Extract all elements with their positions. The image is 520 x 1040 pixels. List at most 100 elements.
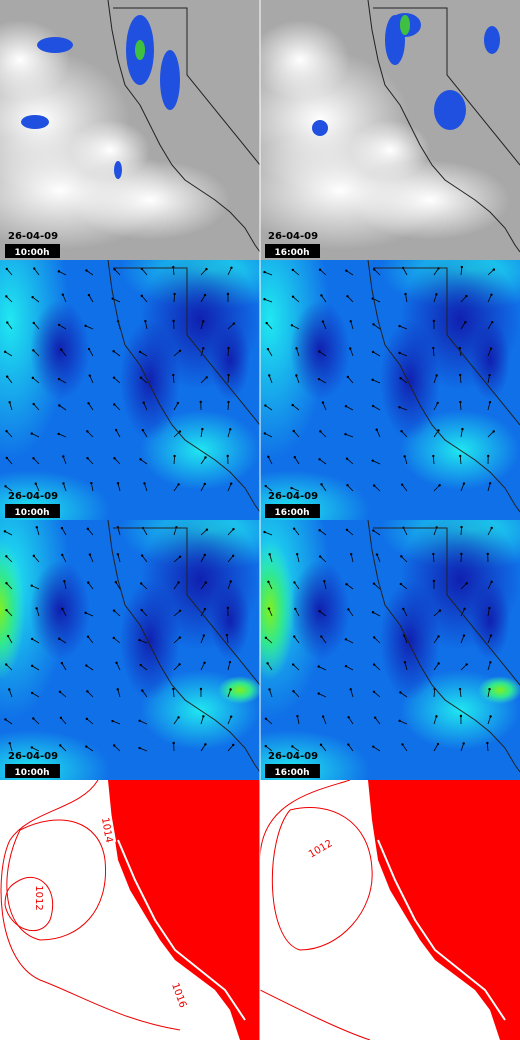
wind-arrow-head [113,267,116,271]
wind-arrow-head [490,580,493,584]
wind-arrow-head [267,580,270,584]
wind-arrow-head [112,636,115,640]
wind-arrow-head [294,607,297,611]
wind-arrow-head [263,530,266,534]
coastline [107,260,260,513]
wind-arrow [323,581,327,590]
wind-arrow [268,581,273,590]
wind-arrow-head [60,526,64,530]
wind-arrow [173,293,175,303]
precip-area [484,26,500,54]
wind-arrow [4,530,13,536]
wind-arrow [113,610,121,617]
map-panel: 26-04-09 10:00h [0,520,260,780]
panel-content [0,260,260,520]
wind-arrow-head [295,374,298,377]
wind-arrow [31,433,40,438]
wind-arrow-head [172,373,175,377]
wind-arrow-head [346,484,349,487]
wind-arrow-head [317,692,320,695]
wind-arrow [6,430,13,438]
wind-arrow [227,716,232,725]
wind-arrow-head [115,661,118,664]
wind-arrow [297,716,300,725]
wind-arrow-head [264,404,267,407]
map-panel: 26-04-09 16:00h [260,520,520,780]
wind-arrow-head [264,636,268,640]
state-border [373,527,520,686]
wind-arrow [227,744,234,752]
wind-arrow-head [373,716,377,719]
wind-arrow-head [400,429,403,433]
wind-arrow-head [290,486,293,490]
wind-arrow-head [398,324,401,328]
wind-arrow [139,639,148,644]
wind-arrow [63,581,67,590]
precip-area [385,15,405,65]
coastline [107,520,260,773]
wind-arrow [487,716,491,725]
wind-arrow [265,745,273,752]
wind-arrow-head [177,581,180,584]
wind-arrow [144,483,148,492]
wind-arrow [33,268,40,276]
wind-arrow-head [202,347,205,350]
wind-arrow [433,268,439,276]
wind-arrow-head [139,663,142,667]
precip-area [434,90,466,130]
wind-arrow [350,554,354,563]
wind-arrow-head [225,633,229,637]
wind-arrow-head [291,268,295,272]
wind-arrow-head [400,555,403,558]
wind-arrow [345,405,354,411]
panel-content: 1012 [260,780,520,1040]
wind-arrow [404,456,408,465]
wind-arrow [87,691,94,698]
wind-arrow-head [202,634,206,637]
wind-arrow [35,483,40,492]
wind-arrow-head [291,403,294,407]
wind-arrow-head [372,484,376,487]
wind-arrow [264,433,273,438]
wind-arrow-head [320,294,323,297]
wind-arrow [320,636,327,644]
wind-arrow [487,269,495,276]
wind-arrow-head [344,405,348,408]
wind-arrow-head [375,428,378,431]
wind-calm [470,320,510,400]
wind-arrow [227,347,229,357]
wind-arrow [88,294,94,303]
wind-arrow-head [462,742,465,745]
wind-arrow-head [143,482,146,485]
wind-arrow [268,608,273,617]
wind-arrow [6,556,13,563]
wind-calm [120,580,180,700]
wind-arrow [114,457,121,465]
wind-arrow-head [399,377,402,380]
wind-arrow-head [227,400,230,404]
wind-arrow [33,322,40,330]
wind-arrow-head [204,743,207,746]
date-label: 26-04-09 [268,231,318,242]
wind-arrow [374,717,381,725]
wind-arrow [31,665,40,671]
wind-arrow [141,268,148,276]
wind-arrow [33,350,40,357]
panel-content [260,0,520,260]
wind-arrow-head [202,715,205,718]
time-label: 16:00h [274,768,309,778]
wind-arrow [372,611,381,617]
wind-arrow [85,612,94,617]
date-label: 26-04-09 [8,231,58,242]
wind-arrow [200,348,204,357]
wind-arrow-head [267,607,271,610]
wind-arrow [347,295,354,303]
wind-arrow-head [349,688,352,691]
wind-arrow-head [346,295,349,298]
wind-arrow-head [84,324,87,328]
wind-arrow [31,692,40,698]
wind-arrow [58,433,67,438]
wind-arrow [403,527,408,536]
wind-arrow [349,348,354,357]
wind-arrow-head [293,455,297,459]
